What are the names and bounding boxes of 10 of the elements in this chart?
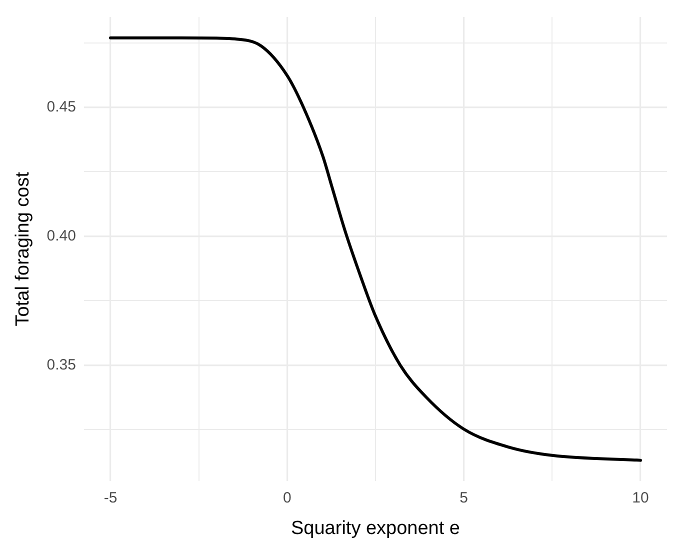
x-axis-title: Squarity exponent e xyxy=(290,518,460,539)
x-tick-label: 5 xyxy=(460,489,468,506)
line-series xyxy=(108,36,642,462)
y-tick-label: 0.45 xyxy=(46,98,76,116)
x-tick-label: 10 xyxy=(632,489,649,506)
y-axis-title: Total foraging cost xyxy=(12,171,34,326)
y-tick-label: 0.35 xyxy=(46,356,76,374)
x-tick-label: -5 xyxy=(104,489,118,506)
y-tick-label: 0.40 xyxy=(46,227,76,244)
x-tick-label: 0 xyxy=(282,489,292,506)
